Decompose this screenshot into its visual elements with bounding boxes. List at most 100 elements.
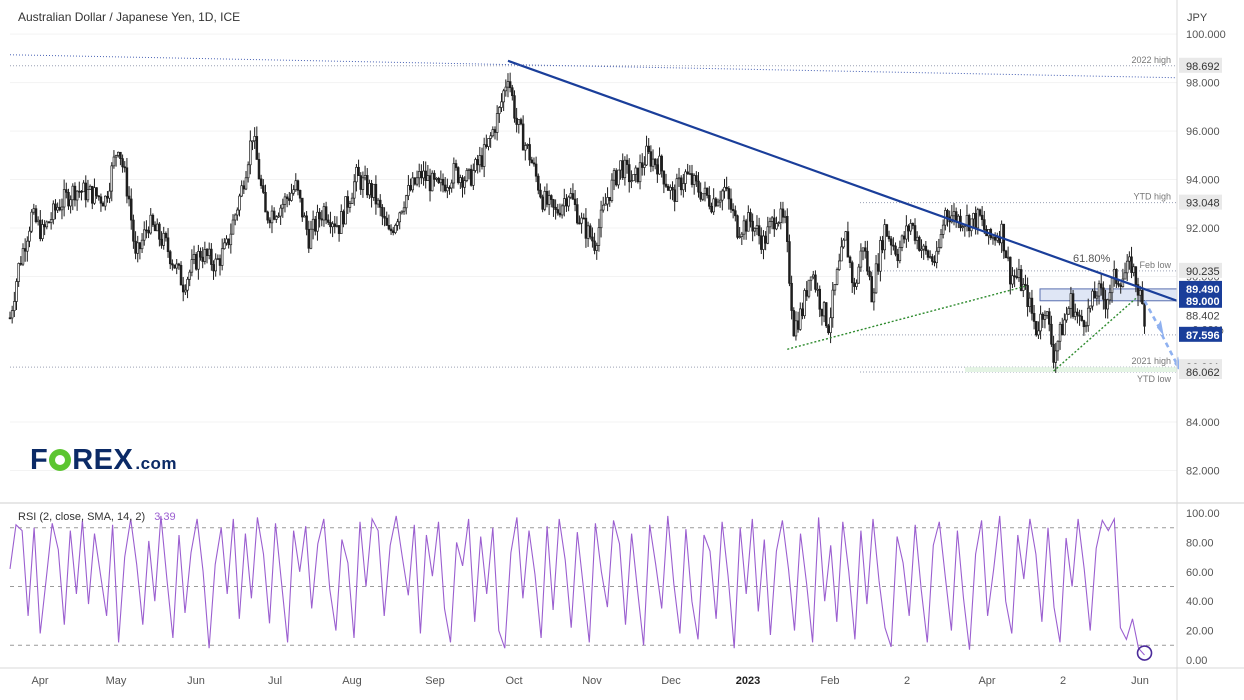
candle-body bbox=[60, 206, 64, 211]
candle-body bbox=[928, 256, 932, 258]
candle-body bbox=[443, 184, 447, 192]
candle-body bbox=[450, 182, 453, 189]
candle-body bbox=[872, 292, 876, 303]
candle-body bbox=[684, 171, 687, 184]
candle-body bbox=[857, 266, 860, 284]
candle-body bbox=[874, 263, 878, 294]
rsi-oversold-marker bbox=[1136, 645, 1153, 661]
candle-body bbox=[415, 177, 419, 185]
downtrend-line bbox=[507, 59, 1178, 302]
candle-body bbox=[238, 195, 241, 211]
candle-body bbox=[456, 167, 460, 183]
candle-body bbox=[595, 245, 598, 251]
candle-body bbox=[833, 284, 837, 291]
candle-body bbox=[846, 231, 850, 258]
candle-body bbox=[394, 224, 397, 233]
candle-body bbox=[478, 155, 482, 166]
candle-body bbox=[1037, 330, 1040, 336]
candle-body bbox=[998, 237, 1001, 244]
candle-body bbox=[656, 164, 659, 175]
candle-body bbox=[913, 225, 917, 241]
candle-body bbox=[253, 136, 256, 142]
candle-body bbox=[1013, 275, 1016, 278]
x-axis-label: Feb bbox=[820, 675, 840, 687]
candle-body bbox=[859, 250, 863, 268]
candle-body bbox=[428, 175, 432, 192]
candle-body bbox=[863, 247, 867, 252]
candle-body bbox=[673, 189, 676, 202]
candle-body bbox=[138, 242, 142, 250]
candle-body bbox=[119, 151, 122, 159]
candle-body bbox=[848, 256, 852, 263]
x-axis-label: Aug bbox=[342, 675, 362, 687]
price-marker-note: YTD high bbox=[1133, 192, 1171, 202]
candle-body bbox=[413, 177, 417, 185]
candle-body bbox=[688, 173, 692, 175]
candle-body bbox=[26, 240, 29, 252]
candle-body bbox=[935, 250, 938, 264]
price-marker-label: 90.235 bbox=[1186, 266, 1220, 278]
candle-body bbox=[666, 186, 670, 191]
candle-body bbox=[374, 183, 378, 205]
candle-body bbox=[879, 240, 882, 272]
candle-body bbox=[75, 190, 79, 201]
candle-body bbox=[194, 254, 198, 270]
candle-body bbox=[547, 195, 551, 205]
candle-body bbox=[275, 216, 278, 220]
candle-body bbox=[97, 195, 101, 198]
candle-body bbox=[1019, 269, 1023, 291]
candle-body bbox=[768, 221, 772, 228]
candle-body bbox=[104, 195, 107, 207]
candle-body bbox=[407, 185, 410, 197]
candle-body bbox=[387, 225, 391, 230]
price-marker-bg bbox=[1179, 57, 1222, 73]
candle-body bbox=[939, 234, 943, 248]
candle-body bbox=[818, 288, 822, 310]
candle-body bbox=[1067, 308, 1070, 315]
candle-body bbox=[625, 159, 629, 165]
x-axis-label: Apr bbox=[978, 675, 996, 687]
candle-body bbox=[586, 225, 590, 239]
candle-body bbox=[396, 221, 399, 226]
candle-body bbox=[1123, 272, 1127, 280]
x-axis-label: Sep bbox=[425, 675, 445, 687]
candle-body bbox=[967, 215, 971, 232]
candle-body bbox=[513, 95, 516, 119]
candle-body bbox=[1119, 284, 1122, 287]
candle-body bbox=[573, 198, 577, 205]
candle-body bbox=[1110, 277, 1114, 294]
candle-body bbox=[894, 245, 897, 255]
candle-body bbox=[1039, 313, 1042, 332]
candle-body bbox=[1026, 285, 1029, 307]
candle-body bbox=[52, 203, 55, 220]
candle-body bbox=[876, 263, 880, 272]
candle-body bbox=[766, 226, 770, 244]
candle-body bbox=[210, 248, 213, 265]
candle-body bbox=[417, 171, 421, 179]
candle-body bbox=[1015, 276, 1019, 278]
price-tick-label: 92.000 bbox=[1186, 223, 1220, 235]
candle-body bbox=[712, 198, 715, 213]
candle-body bbox=[721, 190, 724, 201]
candle-body bbox=[80, 191, 83, 193]
candle-body bbox=[294, 180, 298, 191]
candle-body bbox=[134, 240, 137, 254]
candle-body bbox=[900, 235, 904, 248]
candle-body bbox=[753, 228, 757, 232]
rsi-title: RSI (2, close, SMA, 14, 2) 3.39 bbox=[18, 511, 176, 523]
candle-body bbox=[915, 236, 919, 241]
candle-body bbox=[227, 238, 230, 246]
candle-body bbox=[788, 241, 791, 284]
candle-body bbox=[1017, 269, 1021, 278]
candle-body bbox=[153, 224, 157, 232]
candle-body bbox=[993, 236, 997, 241]
price-marker-bg bbox=[1179, 280, 1222, 296]
candle-body bbox=[554, 206, 557, 210]
candle-body bbox=[125, 167, 129, 197]
candle-body bbox=[519, 119, 523, 125]
candle-body bbox=[558, 212, 562, 216]
x-axis-label: Jun bbox=[187, 675, 205, 687]
candle-body bbox=[398, 212, 401, 223]
candle-body bbox=[567, 196, 570, 207]
